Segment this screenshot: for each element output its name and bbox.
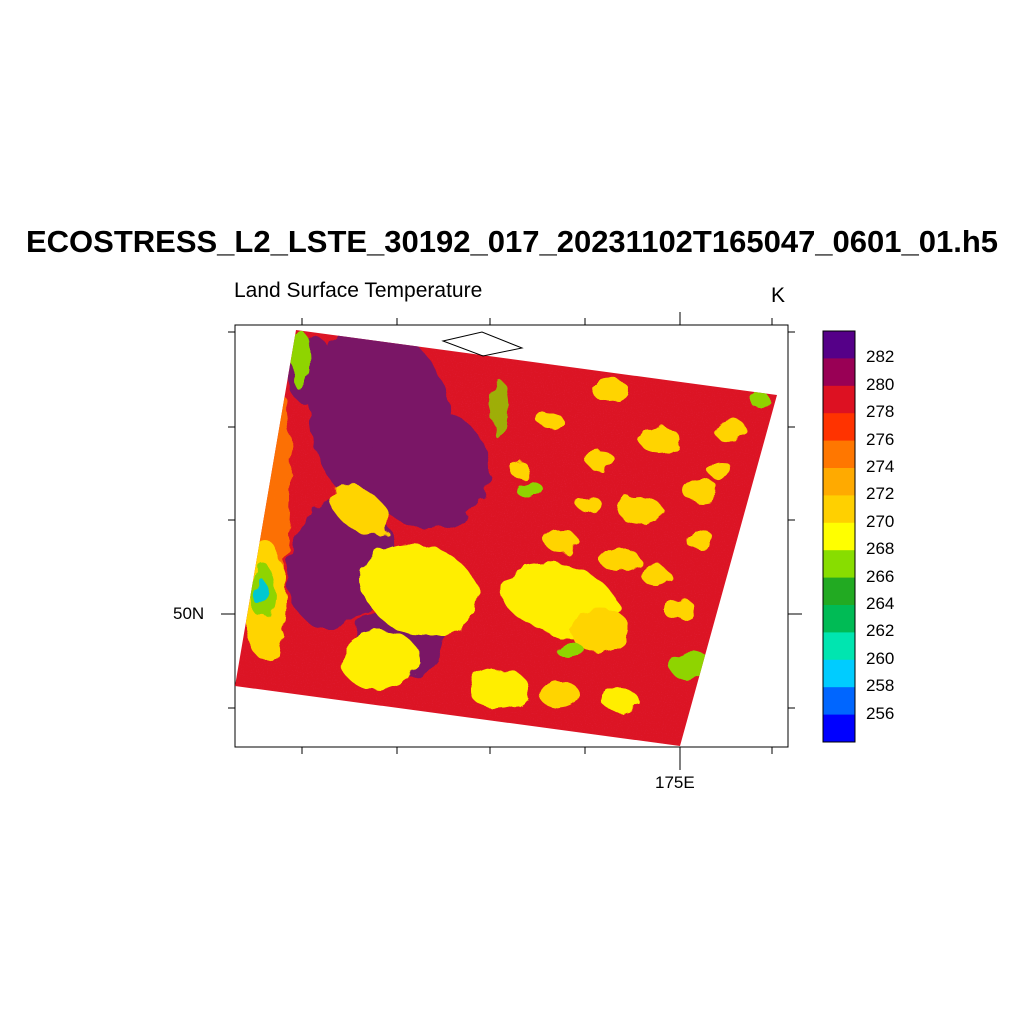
colorbar-swatch — [823, 659, 855, 688]
colorbar-tick-label: 272 — [866, 484, 895, 504]
colorbar-tick-label: 266 — [866, 566, 895, 586]
swath-patch — [329, 484, 391, 536]
colorbar-swatch — [823, 714, 855, 743]
swath-patch — [640, 426, 680, 454]
colorbar-swatch — [823, 440, 855, 469]
colorbar-swatch — [823, 495, 855, 524]
map-ticks — [221, 312, 802, 770]
colorbar-tick-label: 268 — [866, 539, 895, 559]
swath-patch — [544, 528, 576, 552]
colorbar-tick-label: 270 — [866, 511, 895, 531]
swath-patch — [370, 410, 490, 530]
swath-patch — [510, 462, 530, 478]
swath-patch — [641, 565, 669, 585]
swath-patch — [361, 542, 479, 638]
swath-patch — [492, 380, 508, 440]
colorbar-swatch — [823, 632, 855, 661]
colorbar-tick-label: 264 — [866, 594, 895, 613]
colorbar-swatch — [823, 385, 855, 414]
colorbar-swatch — [823, 413, 855, 442]
swath-patch — [618, 496, 662, 524]
colorbar-tick-label: 278 — [866, 402, 895, 422]
swath-patch — [538, 411, 562, 429]
swath-patch — [686, 530, 714, 550]
colorbar-swatch — [823, 468, 855, 496]
swath-patch — [600, 548, 640, 572]
colorbar-tick-label: 256 — [866, 703, 895, 723]
colorbar-tick-label: 260 — [866, 648, 895, 668]
map-subtitle: Land Surface Temperature — [234, 279, 483, 302]
swath-patch — [540, 681, 580, 709]
colorbar-tick-label: 280 — [866, 374, 895, 394]
swath-patch — [714, 418, 746, 442]
colorbar-swatch — [823, 687, 855, 716]
swath-patch — [682, 478, 718, 502]
swath-patch — [750, 392, 770, 408]
colorbar-tick-label: 276 — [866, 429, 895, 449]
map-title: ECOSTRESS_L2_LSTE_30192_017_20231102T165… — [25, 224, 999, 259]
swath-patch — [708, 461, 732, 479]
swath-patch — [668, 651, 712, 679]
swath-patch — [470, 670, 530, 710]
latitude-label: 50N — [173, 604, 205, 623]
diamond-outline — [441, 331, 524, 357]
colorbar-tick-label: 274 — [866, 457, 895, 476]
swath-patch — [253, 578, 267, 606]
swath-patch — [556, 642, 584, 658]
lst-swath — [235, 330, 777, 746]
units-label: K — [771, 284, 786, 307]
colorbar-swatch — [823, 550, 855, 579]
swath-patch — [586, 450, 614, 470]
swath-patch — [340, 630, 420, 690]
map-frame — [234, 324, 789, 748]
colorbar-swatch — [823, 577, 855, 606]
colorbar-swatch — [823, 331, 855, 359]
colorbar-outline — [822, 330, 856, 743]
colorbar-tick-label: 282 — [866, 347, 895, 367]
colorbar-tick-label: 258 — [866, 676, 895, 696]
swath-patch — [290, 330, 310, 390]
colorbar-swatch — [823, 605, 855, 633]
swath-patch — [602, 688, 638, 712]
colorbar — [822, 330, 856, 743]
swath-patch — [578, 496, 602, 514]
longitude-label: 175E — [655, 773, 695, 792]
swath-patch — [592, 378, 628, 402]
colorbar-tick-label: 262 — [866, 621, 895, 641]
swath-patch — [664, 599, 696, 621]
colorbar-swatch — [823, 522, 855, 551]
colorbar-swatch — [823, 358, 855, 387]
swath-patch — [570, 608, 630, 652]
swath-patch — [516, 482, 544, 498]
